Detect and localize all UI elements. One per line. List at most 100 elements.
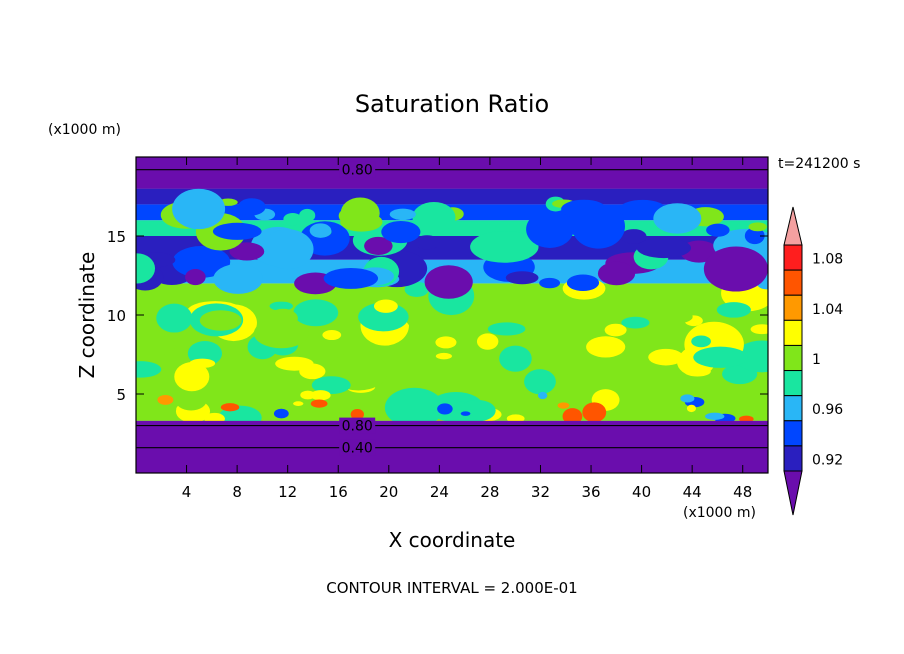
field-cell bbox=[620, 229, 647, 244]
colorbar-top-arrow bbox=[783, 206, 803, 246]
field-cell bbox=[716, 302, 751, 318]
field-cell bbox=[311, 376, 351, 395]
colorbar-box bbox=[783, 269, 803, 296]
colorbar-bottom-arrow bbox=[783, 470, 803, 516]
field-cell bbox=[705, 412, 725, 420]
field-cell bbox=[680, 394, 695, 403]
x-tick-label: 44 bbox=[683, 483, 702, 501]
field-cell bbox=[273, 408, 289, 419]
field-cell bbox=[174, 362, 210, 392]
field-cell bbox=[405, 307, 437, 330]
y-unit-label: (x1000 m) bbox=[48, 122, 121, 138]
field-cell bbox=[476, 333, 499, 350]
colorbar-tick-label: 1.08 bbox=[812, 252, 843, 268]
field-cell bbox=[229, 242, 265, 261]
colorbar-box bbox=[783, 445, 803, 472]
field-cell bbox=[384, 387, 444, 428]
field-cell bbox=[621, 316, 650, 329]
field-cell bbox=[561, 199, 607, 219]
colorbar-box bbox=[783, 319, 803, 346]
field-cell bbox=[653, 203, 702, 234]
colorbar-tick-label: 0.92 bbox=[812, 452, 843, 468]
field-cell bbox=[562, 408, 583, 425]
colorbar: 0.92 0.96 1 1.04 1.08 bbox=[783, 206, 843, 516]
field-band bbox=[136, 188, 768, 205]
y-tick-label: 15 bbox=[107, 228, 126, 246]
field-cell bbox=[213, 263, 263, 294]
colorbar-tick-label: 0.96 bbox=[812, 402, 843, 418]
field-cell bbox=[389, 208, 416, 221]
field-cell bbox=[269, 301, 293, 311]
plot-field bbox=[136, 157, 768, 473]
field-cell bbox=[691, 335, 711, 348]
field-cell bbox=[693, 346, 748, 368]
field-cell bbox=[172, 188, 226, 230]
field-cell bbox=[404, 281, 429, 297]
field-cell bbox=[557, 402, 570, 409]
field-cell bbox=[220, 403, 240, 412]
field-cell bbox=[435, 352, 452, 360]
x-tick-label: 32 bbox=[531, 483, 550, 501]
x-ticks: 4 8 12 16 20 24 28 32 36 40 44 48 bbox=[182, 157, 752, 501]
field-cell bbox=[648, 348, 684, 366]
x-axis-label: X coordinate bbox=[389, 528, 516, 552]
field-cell bbox=[526, 210, 574, 248]
colorbar-box bbox=[783, 244, 803, 271]
colorbar-box bbox=[783, 370, 803, 397]
field-cell bbox=[310, 399, 328, 408]
x-tick-label: 4 bbox=[182, 483, 192, 501]
field-band bbox=[136, 157, 768, 189]
field-cell bbox=[381, 220, 421, 244]
field-cell bbox=[136, 253, 156, 284]
field-cell bbox=[738, 415, 754, 423]
field-cell bbox=[460, 411, 471, 416]
field-cell bbox=[459, 399, 496, 422]
field-cell bbox=[459, 353, 481, 369]
field-cell bbox=[744, 227, 765, 245]
time-label: t=241200 s bbox=[778, 156, 860, 172]
x-tick-label: 36 bbox=[581, 483, 600, 501]
contour-lines: 0.80 0.80 0.40 bbox=[136, 161, 768, 457]
field-cell bbox=[185, 268, 206, 286]
field-cell bbox=[199, 310, 242, 331]
field-cell bbox=[651, 309, 693, 325]
field-cell bbox=[157, 394, 174, 405]
y-ticks: 5 10 15 bbox=[107, 228, 768, 404]
field-cell bbox=[636, 237, 692, 259]
field-cell bbox=[470, 230, 539, 263]
field-cell bbox=[506, 414, 525, 423]
field-cell bbox=[586, 336, 626, 358]
field-cell bbox=[300, 390, 316, 400]
field-cell bbox=[237, 198, 266, 216]
colorbar-box bbox=[783, 395, 803, 422]
field-cell bbox=[435, 336, 457, 349]
field-band bbox=[136, 420, 768, 473]
field-cell bbox=[364, 236, 393, 255]
x-tick-label: 40 bbox=[632, 483, 651, 501]
field-cell bbox=[136, 334, 176, 357]
field-cell bbox=[750, 324, 768, 335]
field-cell bbox=[156, 303, 193, 333]
field-cell bbox=[706, 223, 730, 237]
field-cell bbox=[539, 277, 561, 289]
field-cell bbox=[174, 386, 208, 411]
field-cell bbox=[293, 299, 339, 327]
y-tick-label: 10 bbox=[107, 307, 126, 325]
colorbar-box bbox=[783, 294, 803, 321]
field-cell bbox=[686, 404, 696, 413]
field-cell bbox=[373, 299, 398, 313]
colorbar-box bbox=[783, 420, 803, 447]
field-cell bbox=[309, 223, 332, 238]
field-cell bbox=[412, 201, 456, 233]
contour-label-bg bbox=[339, 161, 376, 178]
x-tick-label: 24 bbox=[430, 483, 449, 501]
y-tick-label: 5 bbox=[116, 386, 126, 404]
field-cell bbox=[322, 330, 342, 341]
field-cell bbox=[338, 206, 369, 226]
field-cell bbox=[293, 401, 304, 406]
field-cell bbox=[499, 345, 532, 372]
field-cell bbox=[437, 403, 453, 415]
x-tick-label: 8 bbox=[232, 483, 242, 501]
field-cell bbox=[310, 390, 331, 401]
